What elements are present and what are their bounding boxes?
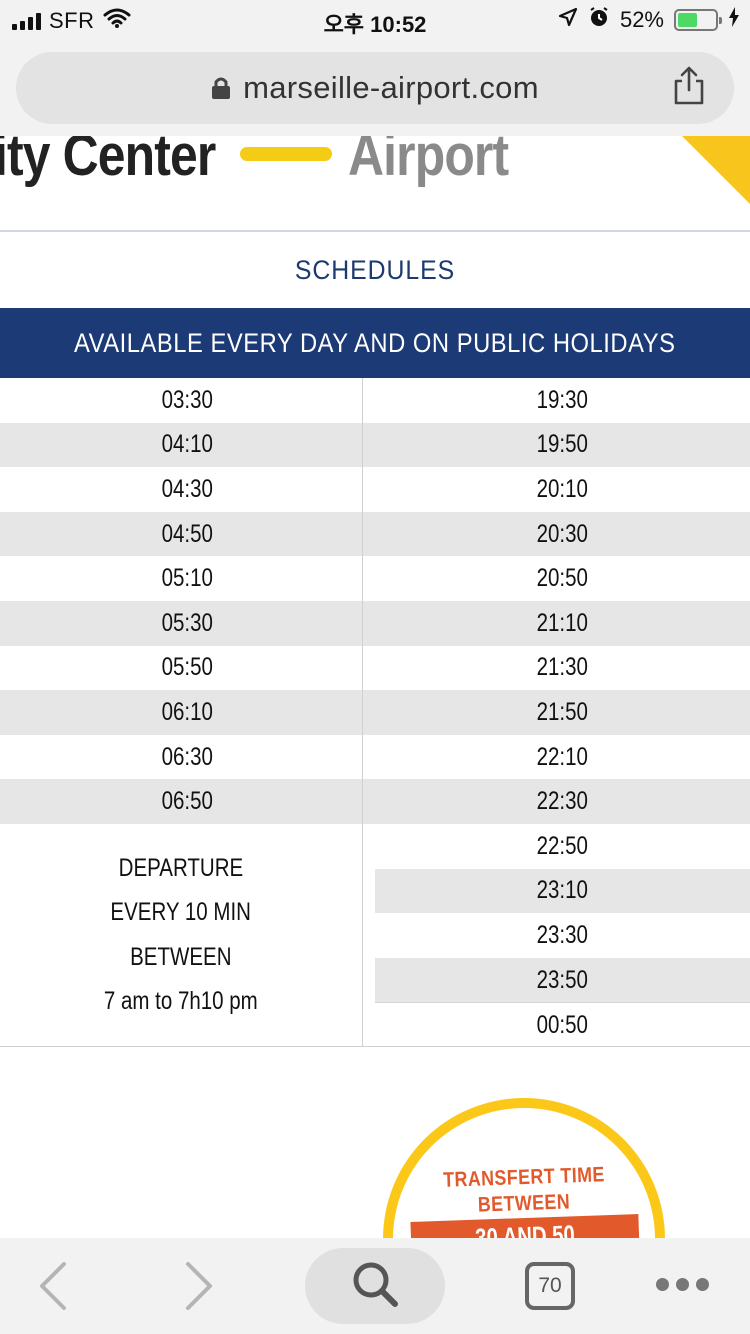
lock-icon (211, 72, 231, 108)
left-time: 06:50 (161, 787, 214, 816)
more-icon[interactable] (656, 1278, 709, 1291)
hero-title-left: ity Center (0, 136, 216, 188)
banner-text: AVAILABLE EVERY DAY AND ON PUBLIC HOLIDA… (74, 327, 676, 358)
carrier-name: SFR (49, 7, 95, 33)
right-time: 21:10 (536, 608, 589, 637)
note-line: DEPARTURE (118, 853, 244, 882)
wifi-icon (103, 7, 131, 34)
table-row: 23:30 (0, 913, 750, 958)
forward-icon[interactable] (184, 1262, 214, 1315)
battery-icon (674, 9, 722, 31)
status-right: 52% (558, 6, 740, 34)
right-time: 22:10 (536, 742, 589, 771)
url-display[interactable]: marseille-airport.com (16, 70, 734, 108)
right-time: 23:50 (536, 965, 589, 994)
table-row: 04:10 19:50 (0, 422, 750, 468)
right-time: 19:50 (536, 430, 589, 459)
right-time: 20:50 (536, 564, 589, 593)
left-time: 03:30 (161, 385, 214, 414)
left-time: 05:50 (161, 653, 214, 682)
left-time: 06:10 (161, 697, 214, 726)
timetable: 03:30 19:30 04:10 19:50 04:30 20:10 04:50 20… (0, 378, 750, 1047)
tab-schedules[interactable]: SCHEDULES (294, 254, 456, 285)
status-time: 오후 10:52 (323, 12, 427, 37)
search-icon (351, 1260, 399, 1313)
browser-toolbar: 70 (0, 1238, 750, 1334)
right-time: 00:50 (536, 1010, 589, 1039)
address-bar[interactable]: marseille-airport.com (16, 52, 734, 124)
share-icon[interactable] (672, 66, 706, 111)
column-divider (362, 378, 363, 1046)
battery-percent: 52% (619, 7, 664, 32)
table-row: 03:30 19:30 (0, 378, 750, 423)
right-time: 19:30 (536, 385, 589, 414)
left-time: 05:30 (161, 608, 214, 637)
table-row: 05:50 21:30 (0, 646, 750, 691)
table-row: 06:30 22:10 (0, 735, 750, 780)
table-row: 23:50 (0, 957, 750, 1003)
alarm-icon (588, 6, 610, 34)
table-row: 06:50 22:30 (0, 779, 750, 824)
table-row: 00:50 (0, 1002, 750, 1047)
url-text: marseille-airport.com (243, 70, 539, 105)
right-time: 20:10 (536, 474, 589, 503)
corner-decoration (682, 136, 750, 204)
table-row: 04:30 20:10 (0, 467, 750, 512)
hero-header: ity Center Airport (0, 136, 750, 232)
frequency-note: DEPARTURE EVERY 10 MIN BETWEEN 7 am to 7… (0, 824, 362, 1046)
right-time: 21:50 (536, 697, 589, 726)
left-time: 05:10 (161, 564, 214, 593)
tab-count: 70 (538, 1274, 562, 1297)
right-time: 22:50 (536, 831, 589, 860)
table-bottom-border (0, 1046, 750, 1047)
tabs-icon[interactable]: 70 (525, 1262, 575, 1310)
hero-dash (240, 147, 332, 161)
note-line: BETWEEN (130, 942, 232, 971)
left-time: 04:30 (161, 474, 214, 503)
note-line: EVERY 10 MIN (110, 898, 252, 927)
browser-address-area: marseille-airport.com (0, 40, 750, 136)
table-row: 05:30 21:10 (0, 600, 750, 646)
status-bar: SFR 오후 10:52 52% (0, 0, 750, 40)
table-row: 23:10 (0, 868, 750, 914)
hero-title-right: Airport (348, 136, 509, 188)
signal-icon (12, 12, 41, 30)
location-icon (558, 7, 578, 33)
back-icon[interactable] (38, 1262, 68, 1315)
table-row: 22:50 (0, 824, 750, 869)
table-row: 05:10 20:50 (0, 556, 750, 601)
status-left: SFR (12, 7, 131, 34)
table-row: 06:10 21:50 (0, 690, 750, 735)
availability-banner: AVAILABLE EVERY DAY AND ON PUBLIC HOLIDA… (0, 308, 750, 378)
search-button[interactable] (305, 1248, 445, 1324)
table-row: 04:50 20:30 (0, 511, 750, 557)
right-time: 23:30 (536, 920, 589, 949)
left-time: 06:30 (161, 742, 214, 771)
left-time: 04:10 (161, 430, 214, 459)
right-time: 21:30 (536, 653, 589, 682)
left-time: 04:50 (161, 519, 214, 548)
right-time: 20:30 (536, 519, 589, 548)
charging-icon (728, 7, 740, 33)
right-time: 22:30 (536, 787, 589, 816)
right-time: 23:10 (536, 876, 589, 905)
note-line: 7 am to 7h10 pm (104, 987, 258, 1016)
